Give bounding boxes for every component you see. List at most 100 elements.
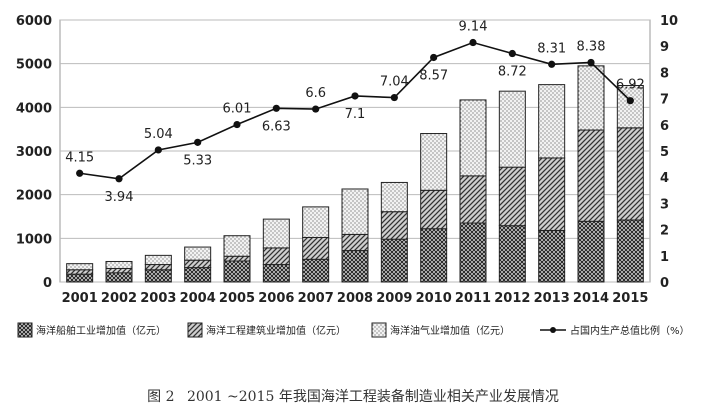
- bar-segment: [341, 233, 369, 252]
- bar-segment: [380, 211, 408, 240]
- ratio-data-label: 8.38: [577, 39, 606, 54]
- legend-swatch: [187, 322, 203, 338]
- bar-layer: [66, 65, 644, 283]
- x-tick-label: 2004: [180, 291, 216, 306]
- bar-segment: [144, 264, 172, 271]
- y2-tick-label: 0: [660, 276, 669, 291]
- bar-segment: [66, 263, 94, 271]
- bar-segment: [616, 127, 644, 221]
- ratio-point: [351, 92, 359, 100]
- bar-segment: [302, 258, 330, 283]
- bar-segment: [66, 269, 94, 275]
- ratio-data-label: 6.92: [616, 78, 645, 93]
- x-tick-label: 2013: [534, 291, 570, 306]
- bar-segment: [538, 229, 566, 283]
- bar-segment: [420, 228, 448, 283]
- ratio-point: [272, 104, 280, 112]
- legend-swatch: [371, 322, 387, 338]
- ratio-data-label: 9.14: [459, 20, 488, 35]
- y2-tick-label: 8: [660, 66, 669, 81]
- x-tick-label: 2009: [376, 291, 412, 306]
- x-tick-label: 2001: [62, 291, 98, 306]
- legend-swatch: [17, 322, 33, 338]
- legend-label: 海洋船舶工业增加值（亿元）: [36, 324, 166, 337]
- ratio-point: [76, 169, 84, 177]
- x-tick-label: 2014: [573, 291, 609, 306]
- y-tick-label: 6000: [16, 14, 52, 29]
- bar-segment: [538, 84, 566, 159]
- x-tick-label: 2015: [612, 291, 648, 306]
- axis-layer: 0 1000 2000 3000 4000 5000 6000 0 1 2 3 4 5 6 7 8 9 10 200…: [16, 14, 678, 306]
- ratio-data-label: 5.04: [144, 127, 173, 142]
- ratio-data-label: 3.94: [105, 190, 134, 205]
- ratio-data-label: 8.57: [419, 68, 448, 83]
- bar-segment: [459, 175, 487, 224]
- bar-segment: [380, 181, 408, 213]
- bar-segment: [380, 238, 408, 283]
- y2-tick-label: 9: [660, 40, 669, 55]
- figure-number: 图 2: [147, 389, 175, 405]
- bar-segment: [262, 264, 290, 283]
- bar-segment: [184, 246, 212, 261]
- ratio-data-label: 5.33: [183, 153, 212, 168]
- bar-segment: [420, 189, 448, 230]
- x-tick-label: 2003: [140, 291, 176, 306]
- legend-layer: 海洋船舶工业增加值（亿元） 海洋工程建筑业增加值（亿元） 海洋油气业增加值（亿元） 占…: [17, 322, 690, 338]
- y2-tick-label: 6: [660, 119, 669, 134]
- y-tick-label: 5000: [16, 58, 52, 73]
- ratio-data-label: 6.01: [223, 102, 252, 117]
- bar-segment: [302, 206, 330, 238]
- bar-segment: [105, 272, 133, 283]
- y2-tick-label: 4: [660, 171, 669, 186]
- bar-segment: [302, 236, 330, 260]
- bar-segment: [577, 65, 605, 131]
- x-tick-label: 2002: [101, 291, 137, 306]
- bar-segment: [498, 166, 526, 227]
- ratio-point: [626, 97, 634, 105]
- bar-segment: [184, 259, 212, 269]
- bar-segment: [144, 254, 172, 266]
- ratio-point: [390, 93, 398, 102]
- y2-tick-label: 3: [660, 197, 669, 212]
- y-tick-label: 2000: [16, 189, 52, 204]
- ratio-point: [587, 58, 595, 67]
- ratio-point: [233, 120, 241, 129]
- ratio-point: [312, 105, 320, 113]
- ratio-point: [154, 146, 162, 154]
- bar-segment: [144, 269, 172, 283]
- y-tick-label: 0: [43, 276, 52, 291]
- line-layer: 4.15 3.94 5.04 5.33 6.01 6.63 6.6 7.1 7.04 8.57 9.…: [65, 20, 645, 205]
- y2-tick-label: 2: [660, 224, 669, 239]
- x-tick-label: 2012: [494, 291, 530, 306]
- x-tick-label: 2008: [337, 291, 373, 306]
- bar-segment: [420, 133, 448, 191]
- bar-segment: [223, 255, 251, 262]
- ratio-data-label: 8.72: [498, 65, 527, 80]
- ratio-data-label: 7.1: [345, 107, 366, 122]
- y2-tick-label: 7: [660, 93, 669, 108]
- legend-label: 占国内生产总值比例（%）: [570, 324, 690, 337]
- bar-segment: [538, 157, 566, 231]
- chart: 4.15 3.94 5.04 5.33 6.01 6.63 6.6 7.1 7.04 8.57 9.…: [16, 14, 690, 338]
- ratio-data-label: 6.63: [262, 119, 291, 134]
- y2-tick-label: 1: [660, 250, 669, 265]
- bar-segment: [262, 218, 290, 249]
- ratio-point: [508, 49, 516, 58]
- bar-segment: [262, 247, 290, 266]
- y-tick-label: 3000: [16, 145, 52, 160]
- figure-title: 2001 ~2015 年我国海洋工程装备制造业相关产业发展情况: [186, 389, 559, 405]
- y2-tick-label: 10: [660, 14, 678, 29]
- ratio-point: [548, 60, 556, 68]
- bar-segment: [341, 250, 369, 283]
- x-tick-label: 2011: [455, 291, 491, 306]
- legend-label: 海洋油气业增加值（亿元）: [390, 324, 510, 337]
- ratio-data-label: 7.04: [380, 75, 409, 90]
- bar-segment: [341, 188, 369, 235]
- bar-segment: [105, 260, 133, 269]
- ratio-data-label: 8.31: [537, 41, 566, 56]
- ratio-data-label: 4.15: [65, 150, 94, 165]
- x-tick-label: 2007: [298, 291, 334, 306]
- chart-svg: 4.15 3.94 5.04 5.33 6.01 6.63 6.6 7.1 7.04 8.57 9.…: [16, 14, 690, 338]
- bar-segment: [66, 273, 94, 283]
- ratio-point: [194, 138, 202, 146]
